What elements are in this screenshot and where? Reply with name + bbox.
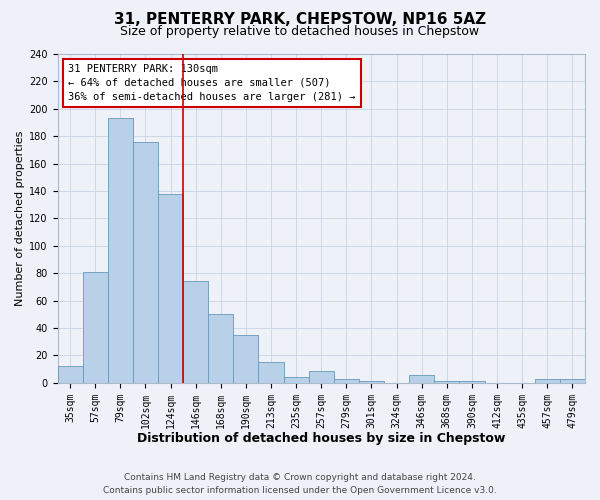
- Bar: [233, 335, 259, 383]
- Text: 31 PENTERRY PARK: 130sqm
← 64% of detached houses are smaller (507)
36% of semi-: 31 PENTERRY PARK: 130sqm ← 64% of detach…: [68, 64, 356, 102]
- Bar: [183, 282, 208, 383]
- Bar: [259, 362, 284, 383]
- Text: Size of property relative to detached houses in Chepstow: Size of property relative to detached ho…: [121, 25, 479, 38]
- Text: Contains HM Land Registry data © Crown copyright and database right 2024.
Contai: Contains HM Land Registry data © Crown c…: [103, 474, 497, 495]
- Bar: [108, 118, 133, 383]
- Bar: [535, 379, 560, 383]
- Bar: [83, 272, 108, 383]
- Bar: [460, 382, 485, 383]
- Bar: [58, 366, 83, 383]
- Y-axis label: Number of detached properties: Number of detached properties: [15, 130, 25, 306]
- Bar: [434, 382, 460, 383]
- Bar: [158, 194, 183, 383]
- Bar: [208, 314, 233, 383]
- Bar: [284, 378, 308, 383]
- Bar: [308, 370, 334, 383]
- Bar: [359, 382, 384, 383]
- Bar: [133, 142, 158, 383]
- Bar: [334, 379, 359, 383]
- X-axis label: Distribution of detached houses by size in Chepstow: Distribution of detached houses by size …: [137, 432, 505, 445]
- Bar: [560, 379, 585, 383]
- Bar: [409, 374, 434, 383]
- Text: 31, PENTERRY PARK, CHEPSTOW, NP16 5AZ: 31, PENTERRY PARK, CHEPSTOW, NP16 5AZ: [114, 12, 486, 28]
